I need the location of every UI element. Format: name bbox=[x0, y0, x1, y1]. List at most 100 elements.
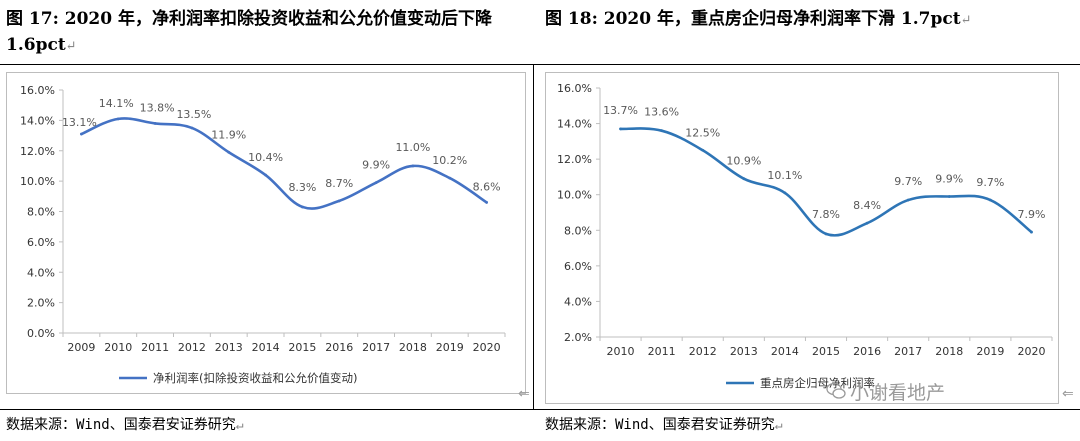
data-label: 9.9% bbox=[362, 159, 390, 172]
source-left-text: 数据来源：Wind、国泰君安证券研究 bbox=[6, 417, 236, 433]
data-point bbox=[116, 117, 120, 121]
legend-label: 重点房企归母净利润率 bbox=[760, 376, 875, 390]
data-point bbox=[783, 191, 787, 195]
x-tick-label: 2013 bbox=[215, 341, 243, 354]
chart-right-frame: 2.0% 4.0% 6.0% 8.0% 10.0% 12.0% 14.0% 16.0% 2010… bbox=[545, 72, 1059, 404]
paragraph-mark-icon: ↵ bbox=[65, 39, 77, 54]
x-tick-label: 2013 bbox=[730, 345, 758, 358]
data-label: 13.6% bbox=[644, 106, 679, 119]
data-point bbox=[701, 148, 705, 152]
data-label: 9.7% bbox=[976, 176, 1004, 189]
data-point bbox=[374, 181, 378, 185]
series-line bbox=[80, 117, 488, 210]
chart-left-frame: 0.0% 2.0% 4.0% 6.0% 8.0% 10.0% 12.0% 14.0% 16.0%… bbox=[6, 72, 526, 394]
x-tick-label: 2014 bbox=[771, 345, 799, 358]
source-left: 数据来源：Wind、国泰君安证券研究↵ bbox=[6, 414, 244, 434]
data-label: 7.8% bbox=[812, 208, 840, 221]
data-point bbox=[337, 199, 341, 203]
data-point bbox=[80, 132, 83, 136]
y-tick-label: 8.0% bbox=[564, 224, 592, 237]
data-label: 14.1% bbox=[99, 97, 134, 110]
data-label: 11.0% bbox=[395, 141, 430, 154]
y-tick-label: 0.0% bbox=[27, 327, 55, 340]
y-tick-label: 12.0% bbox=[557, 153, 592, 166]
data-label: 10.9% bbox=[726, 155, 761, 168]
data-label: 8.7% bbox=[325, 177, 353, 190]
data-label: 13.1% bbox=[62, 116, 97, 129]
y-tick-label: 6.0% bbox=[27, 236, 55, 249]
data-label: 8.3% bbox=[288, 181, 316, 194]
y-tick-label: 16.0% bbox=[20, 84, 55, 97]
x-tick-label: 2012 bbox=[178, 341, 206, 354]
figure-18-title-text: 图 18: 2020 年，重点房企归母净利润率下滑 1.7pct bbox=[545, 9, 961, 29]
y-tick-label: 14.0% bbox=[20, 114, 55, 127]
y-tick-label: 10.0% bbox=[20, 175, 55, 188]
y-tick-label: 12.0% bbox=[20, 145, 55, 158]
y-tick-label: 10.0% bbox=[557, 189, 592, 202]
data-point bbox=[1030, 230, 1033, 234]
paragraph-mark-icon: ↵ bbox=[774, 418, 783, 433]
data-label: 10.4% bbox=[248, 151, 283, 164]
data-label: 13.5% bbox=[176, 108, 211, 121]
x-tick-label: 2016 bbox=[853, 345, 881, 358]
x-tick-label: 2011 bbox=[648, 345, 676, 358]
title-divider bbox=[0, 64, 1080, 65]
y-tick-label: 2.0% bbox=[27, 297, 55, 310]
source-divider bbox=[0, 409, 1080, 410]
watermark-text: 小谢看地产 bbox=[850, 382, 946, 404]
x-tick-label: 2009 bbox=[67, 341, 95, 354]
x-tick-label: 2012 bbox=[689, 345, 717, 358]
data-label: 11.9% bbox=[211, 128, 246, 141]
x-tick-label: 2017 bbox=[362, 341, 390, 354]
data-label: 8.4% bbox=[853, 199, 881, 212]
x-tick-label: 2018 bbox=[935, 345, 963, 358]
data-point bbox=[485, 200, 488, 204]
data-label: 8.6% bbox=[473, 180, 501, 193]
y-tick-label: 14.0% bbox=[557, 118, 592, 131]
y-tick-label: 4.0% bbox=[27, 266, 55, 279]
y-tick-label: 2.0% bbox=[564, 331, 592, 344]
y-tick-label: 4.0% bbox=[564, 295, 592, 308]
x-tick-label: 2019 bbox=[976, 345, 1004, 358]
x-tick-label: 2018 bbox=[399, 341, 427, 354]
data-point bbox=[264, 173, 267, 177]
data-label: 13.7% bbox=[603, 104, 638, 117]
chart-left: 0.0% 2.0% 4.0% 6.0% 8.0% 10.0% 12.0% 14.0% 16.0%… bbox=[20, 84, 506, 385]
figure-17-title-text: 图 17: 2020 年，净利润率扣除投资收益和公允价值变动后下降 1.6pct bbox=[6, 9, 493, 55]
source-right-text: 数据来源：Wind、国泰君安证券研究 bbox=[545, 417, 775, 433]
x-tick-label: 2010 bbox=[104, 341, 132, 354]
data-point bbox=[947, 195, 951, 198]
data-point bbox=[301, 205, 304, 209]
legend-label: 净利润率(扣除投资收益和公允价值变动) bbox=[153, 371, 357, 385]
data-point bbox=[865, 221, 869, 225]
data-point bbox=[660, 129, 664, 133]
x-tick-label: 2011 bbox=[141, 341, 169, 354]
y-tick-label: 16.0% bbox=[557, 82, 592, 95]
data-point bbox=[906, 198, 910, 202]
x-tick-label: 2016 bbox=[325, 341, 353, 354]
data-label: 12.5% bbox=[685, 126, 720, 139]
return-arrow-icon: ⇐ bbox=[1062, 386, 1074, 402]
paragraph-mark-icon: ↵ bbox=[960, 13, 972, 28]
column-divider bbox=[533, 64, 534, 410]
chart-right: 2.0% 4.0% 6.0% 8.0% 10.0% 12.0% 14.0% 16.0% 2010… bbox=[557, 82, 1053, 390]
data-label: 7.9% bbox=[1017, 208, 1045, 221]
data-label: 13.8% bbox=[140, 101, 175, 114]
x-tick-label: 2019 bbox=[436, 341, 464, 354]
figure-18-title: 图 18: 2020 年，重点房企归母净利润率下滑 1.7pct↵ bbox=[545, 6, 1075, 34]
data-point bbox=[824, 232, 828, 236]
wechat-icon bbox=[826, 382, 846, 399]
x-tick-label: 2015 bbox=[288, 341, 316, 354]
x-tick-label: 2017 bbox=[894, 345, 922, 358]
data-point bbox=[153, 122, 157, 125]
data-point bbox=[227, 150, 231, 154]
figure-17-title: 图 17: 2020 年，净利润率扣除投资收益和公允价值变动后下降 1.6pct… bbox=[6, 6, 526, 60]
x-tick-label: 2020 bbox=[1017, 345, 1045, 358]
data-point bbox=[988, 198, 992, 202]
x-tick-label: 2020 bbox=[473, 341, 501, 354]
y-tick-label: 6.0% bbox=[564, 260, 592, 273]
data-label: 10.1% bbox=[767, 169, 802, 182]
x-tick-label: 2015 bbox=[812, 345, 840, 358]
data-point bbox=[448, 176, 452, 180]
data-label: 9.9% bbox=[935, 172, 963, 185]
